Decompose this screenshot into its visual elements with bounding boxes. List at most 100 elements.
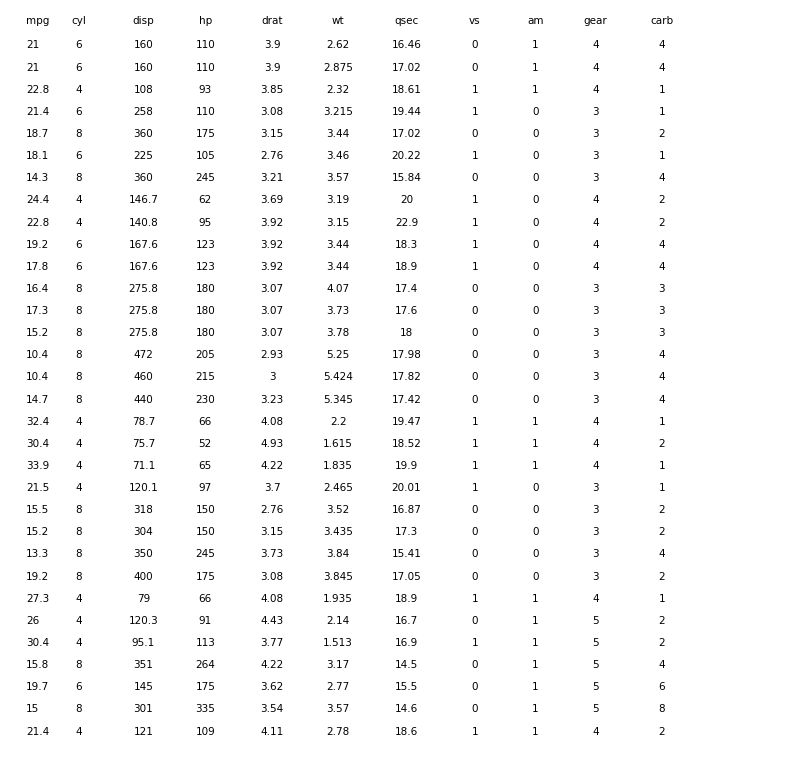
Text: 15.41: 15.41 <box>391 549 422 559</box>
Text: 21.4: 21.4 <box>26 727 49 736</box>
Text: 95: 95 <box>199 218 212 228</box>
Text: 4.11: 4.11 <box>261 727 283 736</box>
Text: 4: 4 <box>76 439 82 448</box>
Text: 3.19: 3.19 <box>327 196 349 206</box>
Text: 15: 15 <box>26 704 39 714</box>
Text: 4: 4 <box>76 461 82 471</box>
Text: 3: 3 <box>592 329 599 338</box>
Text: 113: 113 <box>196 638 215 648</box>
Text: 275.8: 275.8 <box>128 284 159 294</box>
Text: 33.9: 33.9 <box>26 461 49 471</box>
Text: 264: 264 <box>196 660 215 670</box>
Text: 2.93: 2.93 <box>261 351 283 361</box>
Text: 6: 6 <box>76 63 82 73</box>
Text: 14.3: 14.3 <box>26 173 49 183</box>
Text: 146.7: 146.7 <box>128 196 159 206</box>
Text: 0: 0 <box>532 329 539 338</box>
Text: 0: 0 <box>532 571 539 581</box>
Text: 167.6: 167.6 <box>128 262 159 272</box>
Text: 0: 0 <box>472 372 478 383</box>
Text: 4: 4 <box>76 727 82 736</box>
Text: 20.01: 20.01 <box>392 483 421 493</box>
Text: 19.2: 19.2 <box>26 240 49 250</box>
Text: 14.5: 14.5 <box>395 660 418 670</box>
Text: 17.05: 17.05 <box>392 571 421 581</box>
Text: 27.3: 27.3 <box>26 594 49 604</box>
Text: 3.435: 3.435 <box>323 527 353 537</box>
Text: 18.61: 18.61 <box>391 85 422 95</box>
Text: 10.4: 10.4 <box>26 351 49 361</box>
Text: 0: 0 <box>472 505 478 515</box>
Text: 1.615: 1.615 <box>323 439 353 448</box>
Text: 21: 21 <box>26 40 39 50</box>
Text: 5: 5 <box>592 704 599 714</box>
Text: 2: 2 <box>658 616 665 626</box>
Text: 109: 109 <box>196 727 215 736</box>
Text: 8: 8 <box>76 704 82 714</box>
Text: 3.17: 3.17 <box>327 660 349 670</box>
Text: 4.08: 4.08 <box>261 416 283 426</box>
Text: 4: 4 <box>76 218 82 228</box>
Text: 1: 1 <box>532 704 539 714</box>
Text: 3: 3 <box>592 571 599 581</box>
Text: 3: 3 <box>269 372 275 383</box>
Text: 5: 5 <box>592 682 599 692</box>
Text: 4: 4 <box>592 461 599 471</box>
Text: 1: 1 <box>532 63 539 73</box>
Text: 8: 8 <box>76 329 82 338</box>
Text: wt: wt <box>332 16 345 27</box>
Text: 1.935: 1.935 <box>323 594 353 604</box>
Text: 3: 3 <box>592 173 599 183</box>
Text: 0: 0 <box>472 129 478 139</box>
Text: 18.52: 18.52 <box>391 439 422 448</box>
Text: 21.5: 21.5 <box>26 483 49 493</box>
Text: 3: 3 <box>592 351 599 361</box>
Text: 3.7: 3.7 <box>264 483 280 493</box>
Text: 16.4: 16.4 <box>26 284 49 294</box>
Text: 91: 91 <box>199 616 212 626</box>
Text: 65: 65 <box>199 461 212 471</box>
Text: 0: 0 <box>532 527 539 537</box>
Text: 6: 6 <box>76 40 82 50</box>
Text: 150: 150 <box>196 527 215 537</box>
Text: 2: 2 <box>658 129 665 139</box>
Text: 3.57: 3.57 <box>327 704 349 714</box>
Text: 3.92: 3.92 <box>261 240 283 250</box>
Text: 14.6: 14.6 <box>395 704 418 714</box>
Text: 5.345: 5.345 <box>323 394 353 405</box>
Text: 3: 3 <box>592 372 599 383</box>
Text: 460: 460 <box>134 372 153 383</box>
Text: 3.845: 3.845 <box>323 571 353 581</box>
Text: 15.5: 15.5 <box>26 505 49 515</box>
Text: 2: 2 <box>658 505 665 515</box>
Text: 1: 1 <box>532 660 539 670</box>
Text: 0: 0 <box>532 173 539 183</box>
Text: 8: 8 <box>76 129 82 139</box>
Text: 1: 1 <box>658 85 665 95</box>
Text: 3.44: 3.44 <box>327 262 349 272</box>
Text: 2.2: 2.2 <box>330 416 346 426</box>
Text: 4: 4 <box>592 63 599 73</box>
Text: 1: 1 <box>472 461 478 471</box>
Text: 3.08: 3.08 <box>261 571 283 581</box>
Text: 0: 0 <box>472 306 478 316</box>
Text: 3.62: 3.62 <box>261 682 283 692</box>
Text: 1.513: 1.513 <box>323 638 353 648</box>
Text: 3.57: 3.57 <box>327 173 349 183</box>
Text: 1: 1 <box>532 727 539 736</box>
Text: 79: 79 <box>137 594 150 604</box>
Text: 1: 1 <box>658 483 665 493</box>
Text: 32.4: 32.4 <box>26 416 49 426</box>
Text: 1: 1 <box>532 638 539 648</box>
Text: 3.08: 3.08 <box>261 107 283 117</box>
Text: 17.4: 17.4 <box>395 284 418 294</box>
Text: 2: 2 <box>658 196 665 206</box>
Text: 3.73: 3.73 <box>261 549 283 559</box>
Text: 0: 0 <box>532 196 539 206</box>
Text: 3.07: 3.07 <box>261 329 283 338</box>
Text: 4: 4 <box>76 85 82 95</box>
Text: 2.76: 2.76 <box>261 151 283 161</box>
Text: 3: 3 <box>592 505 599 515</box>
Text: 16.46: 16.46 <box>391 40 422 50</box>
Text: 19.9: 19.9 <box>395 461 418 471</box>
